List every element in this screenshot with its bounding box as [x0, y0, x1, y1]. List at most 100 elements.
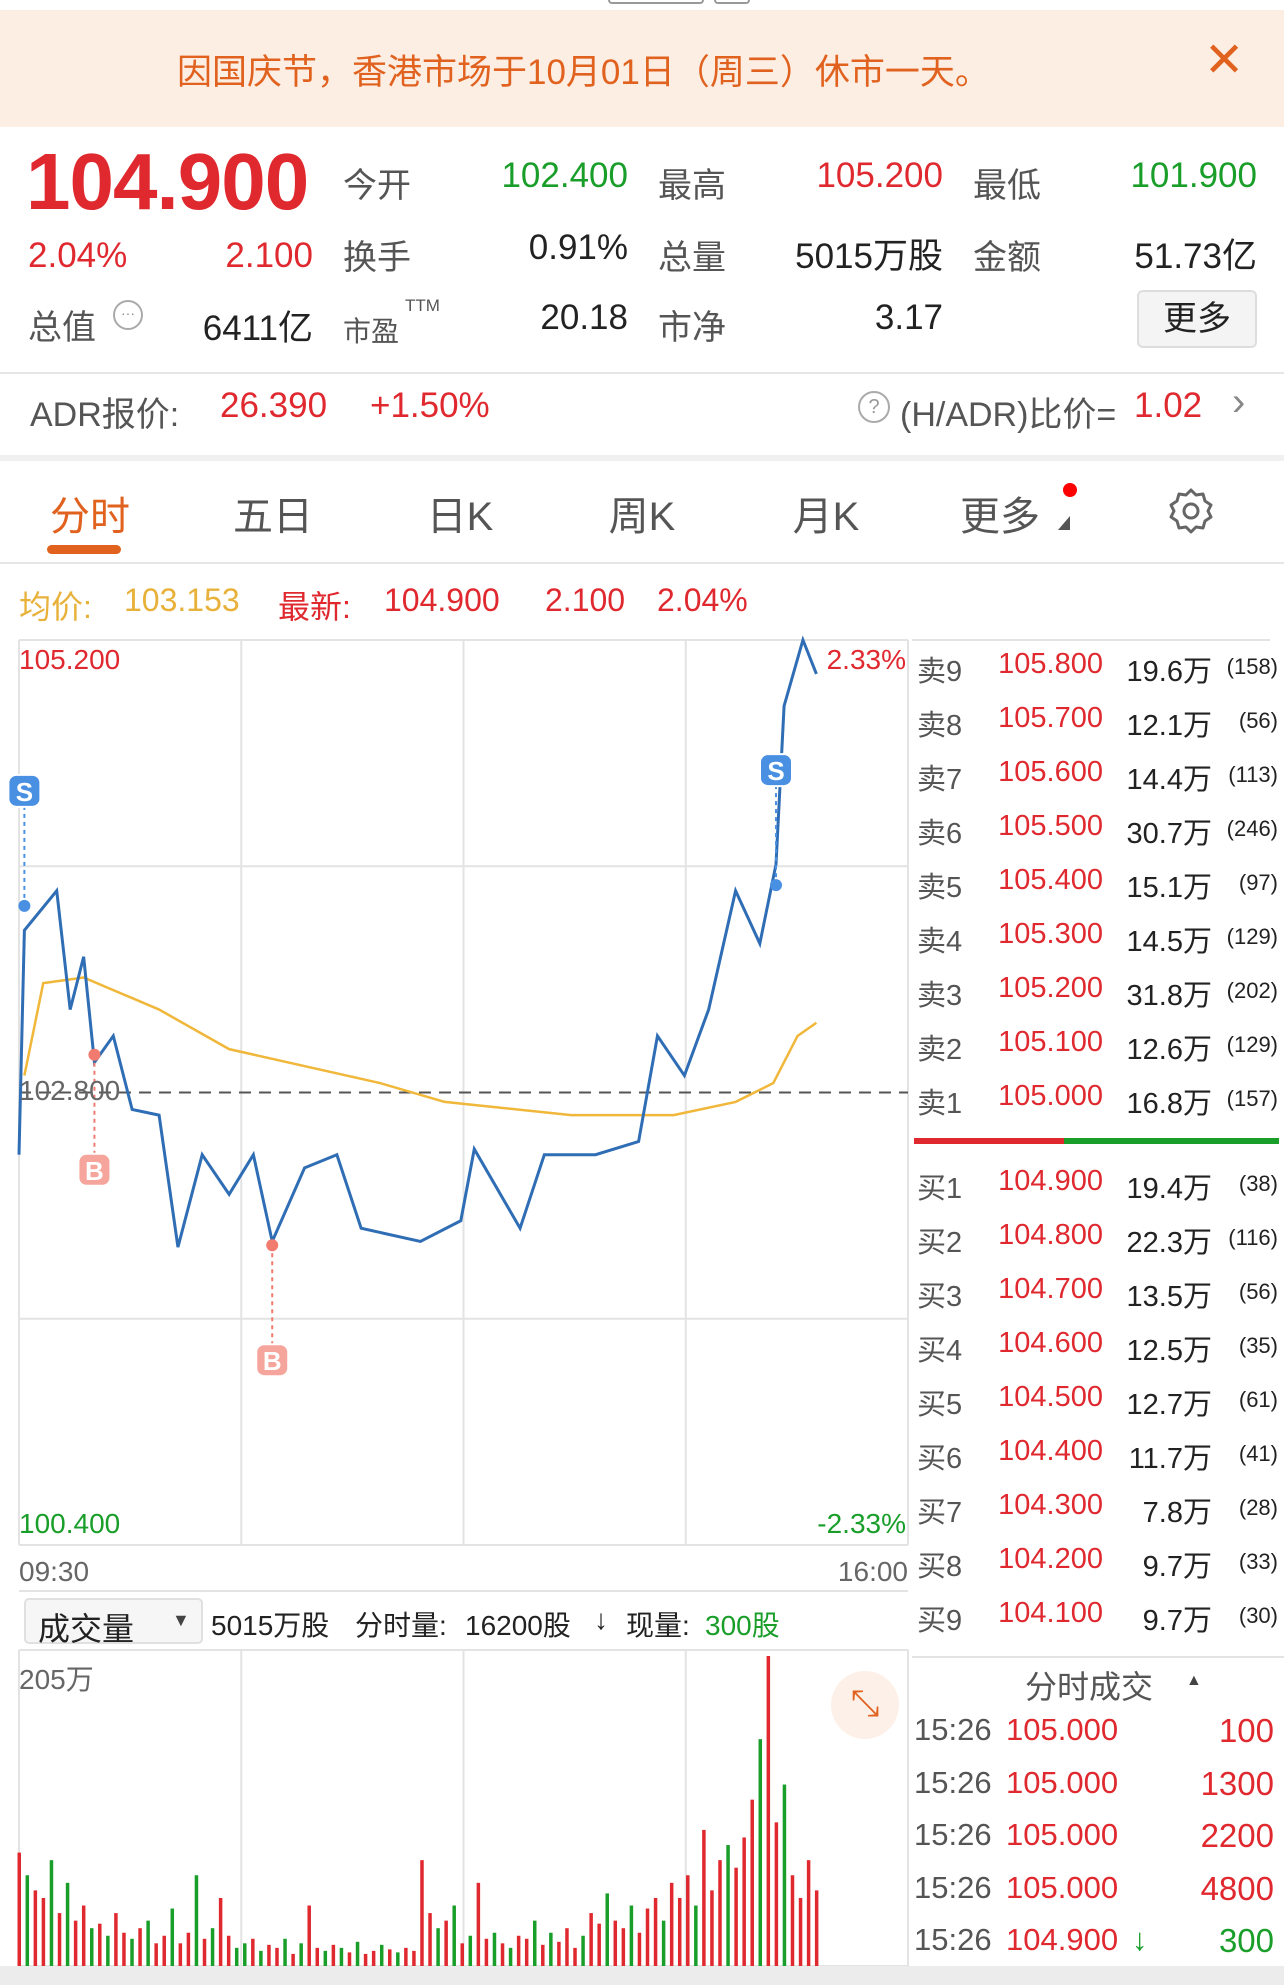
trade-time: 15:26 — [914, 1869, 992, 1905]
volume-bar — [645, 1908, 650, 1966]
current-volume-label: 现量: — [626, 1610, 690, 1641]
stat-value: 20.18 — [540, 298, 628, 337]
level-price: 105.300 — [998, 918, 1103, 950]
level-volume: 31.8万 — [1126, 980, 1212, 1012]
volume-bar — [694, 1905, 698, 1966]
stat-label: 市净 — [658, 309, 726, 347]
volume-bar — [468, 1935, 473, 1966]
chevron-right-icon[interactable]: › — [1232, 380, 1246, 424]
more-dots-icon[interactable]: ··· — [113, 300, 143, 330]
volume-bar — [677, 1897, 682, 1966]
level-label: 卖9 — [917, 656, 963, 688]
tab-0[interactable]: 分时 — [50, 495, 130, 539]
level-price: 104.800 — [998, 1219, 1103, 1251]
expand-icon[interactable]: ⤡ — [831, 1671, 899, 1739]
y-top-label: 105.200 — [19, 644, 121, 675]
volume-bar — [814, 1890, 819, 1966]
gear-icon[interactable] — [1166, 486, 1216, 536]
level-count: (38) — [1238, 1171, 1278, 1196]
stat-label: 最低 — [973, 167, 1041, 205]
indicator-select[interactable]: 成交量 ▼ — [24, 1598, 203, 1647]
volume-bar — [106, 1935, 110, 1966]
volume-bar — [130, 1938, 134, 1966]
volume-bar — [557, 1941, 561, 1966]
level-label: 卖6 — [917, 818, 963, 850]
tab-2[interactable]: 日K — [426, 495, 494, 539]
volume-bar — [363, 1953, 368, 1966]
level-label: 卖7 — [917, 764, 963, 796]
tab-5[interactable]: 更多 — [960, 495, 1040, 539]
volume-bar — [460, 1943, 465, 1966]
volume-bar — [524, 1938, 529, 1966]
trade-time: 15:26 — [914, 1922, 992, 1957]
level-volume: 14.5万 — [1126, 926, 1212, 958]
tab-4[interactable]: 月K — [792, 495, 860, 539]
marker-dot — [18, 899, 31, 912]
volume-bar — [798, 1897, 803, 1966]
level-count: (30) — [1238, 1603, 1278, 1628]
current-volume: 300股 — [705, 1610, 780, 1641]
volume-bar — [371, 1950, 376, 1966]
dropdown-arrow-icon: ▼ — [172, 1610, 190, 1630]
handle-top-small — [714, 0, 750, 4]
volume-bar — [412, 1950, 416, 1966]
change-pct: 2.04% — [28, 236, 128, 275]
help-icon[interactable]: ? — [858, 391, 890, 423]
volume-max-label: 205万 — [19, 1664, 94, 1695]
level-count: (129) — [1226, 924, 1278, 949]
y-bottom-pct: -2.33% — [817, 1508, 906, 1539]
close-icon[interactable]: ✕ — [1204, 34, 1245, 87]
volume-bar — [73, 1920, 78, 1966]
level-label: 卖2 — [917, 1034, 963, 1066]
marker-label: S — [767, 756, 784, 786]
level-label: 买4 — [917, 1335, 963, 1367]
stat-sup: TTM — [405, 296, 440, 315]
bottom-bar — [0, 1966, 1284, 1985]
trade-volume: 4800 — [1200, 1869, 1274, 1907]
marker-label: S — [16, 777, 33, 807]
trade-time: 15:26 — [914, 1712, 992, 1747]
indicator-select-value: 成交量 — [38, 1611, 135, 1647]
more-button[interactable]: 更多 — [1137, 290, 1257, 348]
trade-volume: 100 — [1218, 1712, 1274, 1749]
level-label: 卖3 — [917, 980, 963, 1012]
marker-dot — [266, 1239, 279, 1252]
volume-bar — [146, 1920, 150, 1966]
level-volume: 22.3万 — [1126, 1227, 1212, 1259]
latest-label: 最新: — [278, 589, 351, 625]
level-label: 买3 — [917, 1281, 963, 1313]
volume-bar — [661, 1920, 666, 1966]
volume-bar — [355, 1941, 360, 1966]
x-end-label: 16:00 — [837, 1556, 908, 1587]
volume-bar — [573, 1947, 577, 1966]
volume-bar — [218, 1897, 223, 1966]
volume-bar — [194, 1875, 199, 1966]
tab-1[interactable]: 五日 — [233, 495, 313, 539]
volume-bar — [307, 1905, 311, 1966]
level-count: (158) — [1226, 654, 1278, 679]
tab-3[interactable]: 周K — [608, 495, 676, 539]
caret-up-icon[interactable]: ▲ — [1186, 1672, 1202, 1689]
volume-bar — [702, 1829, 706, 1966]
adr-price: 26.390 — [220, 386, 328, 425]
buy-marker — [77, 1152, 112, 1187]
y-top-pct: 2.33% — [826, 644, 906, 675]
volume-bar — [299, 1943, 303, 1966]
volume-bar — [436, 1928, 440, 1966]
last-price: 104.900 — [26, 137, 309, 226]
volume-bar — [404, 1947, 408, 1966]
volume-bar — [379, 1944, 384, 1966]
volume-bar — [57, 1913, 62, 1966]
volume-bar — [25, 1875, 30, 1966]
trades-title[interactable]: 分时成交 — [1025, 1669, 1154, 1705]
volume-bar — [806, 1860, 811, 1966]
level-price: 104.100 — [998, 1597, 1103, 1629]
volume-bar — [154, 1943, 158, 1966]
volume-bar — [653, 1897, 658, 1966]
level-label: 买8 — [917, 1551, 963, 1583]
volume-bar — [210, 1928, 215, 1966]
volume-bar — [621, 1928, 626, 1966]
trade-price: 105.000 — [1006, 1712, 1119, 1747]
level-price: 105.500 — [998, 810, 1103, 842]
